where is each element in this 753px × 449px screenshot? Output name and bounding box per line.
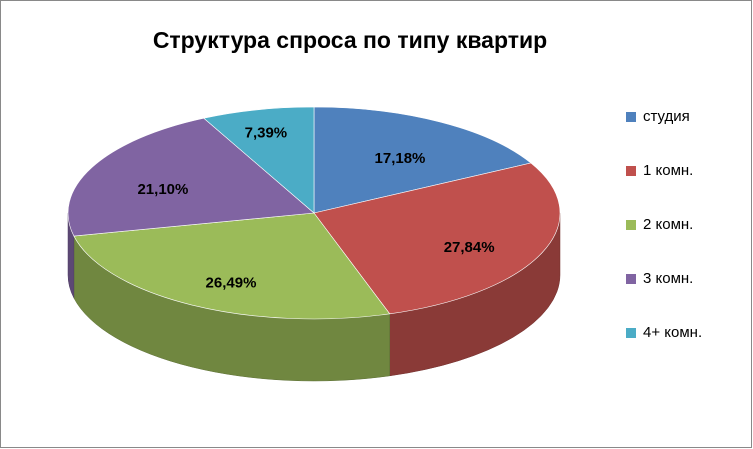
legend-label: 1 комн. [643,162,693,179]
slice [73,212,391,320]
legend-label: 2 комн. [643,216,693,233]
legend-swatch [626,274,636,284]
slice [67,117,315,237]
data-label: 27,84% [444,239,495,256]
data-label: 26,49% [206,275,257,292]
legend-swatch [626,112,636,122]
data-label: 21,10% [137,181,188,198]
slice [313,106,532,214]
slice [313,162,561,315]
data-label: 7,39% [245,124,288,141]
legend-swatch [626,166,636,176]
legend-label: 4+ комн. [643,324,702,341]
legend-label: студия [643,108,690,125]
legend-label: 3 комн. [643,270,693,287]
legend-swatch [626,220,636,230]
data-label: 17,18% [375,150,426,167]
chart-title: Структура спроса по типу квартир [153,27,547,53]
legend-swatch [626,328,636,338]
slice [203,106,315,214]
